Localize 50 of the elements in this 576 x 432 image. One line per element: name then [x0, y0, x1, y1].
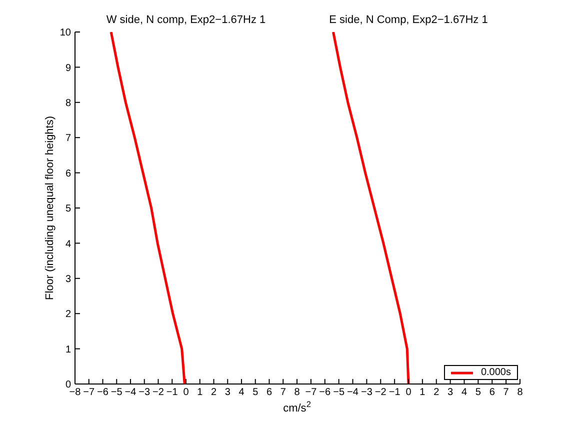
- x-tick-label: 6: [489, 387, 496, 398]
- x-tick-label: 5: [252, 387, 259, 398]
- x-tick-label: 3: [224, 387, 231, 398]
- x-tick-label: 6: [266, 387, 272, 398]
- chart-title: E side, N Comp, Exp2−1.67Hz 1: [328, 14, 489, 26]
- y-tick-label: 4: [65, 238, 72, 250]
- x-tick-label: 8: [294, 387, 300, 398]
- x-tick-label: −1: [388, 387, 401, 398]
- x-tick-label: −4: [347, 387, 359, 398]
- x-tick-label: −4: [124, 387, 137, 398]
- legend-label: 0.000s: [480, 367, 511, 378]
- line-series: [110, 32, 186, 384]
- y-tick-label: 0: [65, 380, 72, 391]
- x-tick-label: 7: [280, 387, 286, 398]
- y-tick-label: 8: [65, 98, 72, 109]
- x-tick-label: −5: [110, 387, 123, 398]
- x-tick-label: 5: [475, 387, 482, 398]
- x-tick-label: −2: [374, 387, 387, 398]
- x-tick-label: 0: [183, 387, 190, 398]
- y-tick-label: 1: [65, 344, 72, 356]
- x-tick-label: −2: [152, 387, 164, 398]
- x-tick-label: −8: [69, 387, 82, 398]
- x-tick-label: 2: [434, 387, 440, 398]
- x-tick-label: −5: [333, 387, 345, 398]
- x-tick-label: −1: [166, 387, 178, 398]
- x-tick-label: 7: [503, 387, 510, 398]
- y-tick-label: 3: [65, 274, 72, 285]
- chart-title: W side, N comp, Exp2−1.67Hz 1: [105, 14, 267, 26]
- x-tick-label: 1: [197, 387, 204, 398]
- y-tick-label: 10: [60, 28, 72, 39]
- y-axis-title: Floor (including unequal floor heights): [44, 116, 56, 300]
- x-tick-label: 1: [420, 387, 426, 398]
- y-tick-label: 6: [65, 168, 72, 180]
- x-tick-label: −7: [305, 387, 318, 398]
- x-tick-label: 0: [406, 387, 412, 398]
- x-tick-label: 2: [210, 387, 217, 398]
- x-tick-label: −6: [97, 387, 109, 398]
- y-tick-label: 5: [65, 204, 72, 215]
- y-tick-label: 2: [65, 309, 72, 320]
- y-tick-label: 9: [65, 62, 72, 74]
- x-axis-title: cm/s$^{2}$: [282, 400, 312, 415]
- x-tick-label: −3: [360, 387, 373, 398]
- x-tick-label: 3: [448, 387, 454, 398]
- x-tick-label: 4: [238, 387, 245, 398]
- x-tick-label: 8: [517, 387, 524, 398]
- x-tick-label: −6: [319, 387, 332, 398]
- y-tick-label: 7: [65, 133, 72, 144]
- x-tick-label: −7: [83, 387, 96, 398]
- x-tick-label: 4: [461, 387, 468, 398]
- x-tick-label: −3: [138, 387, 151, 398]
